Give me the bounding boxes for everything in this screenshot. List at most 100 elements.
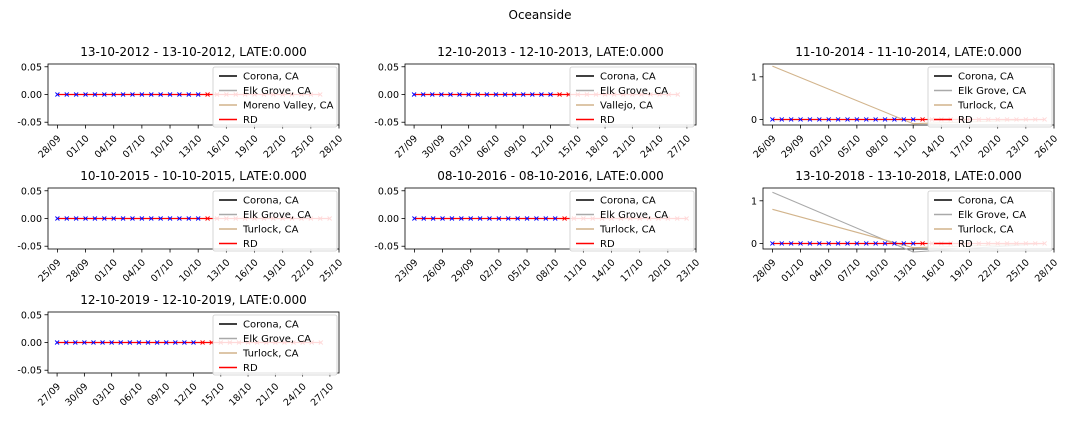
- subplot-5: 08-10-2016 - 08-10-2016, LATE:0.000 0.05 0…: [374, 169, 702, 284]
- data-point: [429, 92, 435, 97]
- y-tick-label: 1: [751, 72, 757, 83]
- x-tick-label: 23/09: [393, 257, 420, 284]
- data-point: [817, 241, 822, 246]
- legend-box: [212, 190, 338, 252]
- data-point: [788, 241, 794, 246]
- data-point: [54, 340, 60, 345]
- x-tick-label: 10/10: [149, 133, 176, 160]
- data-point: [73, 92, 79, 97]
- data-point: [529, 92, 535, 97]
- data-point: [158, 216, 163, 221]
- data-point: [55, 92, 60, 97]
- x-tick-label: 09/10: [145, 381, 172, 408]
- data-point: [484, 92, 490, 97]
- data-point: [520, 92, 526, 97]
- y-tick-label: -0.05: [17, 118, 42, 129]
- data-point: [139, 216, 145, 221]
- data-point: [892, 117, 897, 122]
- figure-title: Oceanside: [509, 8, 572, 22]
- data-point: [502, 92, 508, 97]
- data-point: [863, 117, 869, 122]
- legend-label: Corona, CA: [600, 72, 656, 83]
- legend-label: Corona, CA: [600, 196, 656, 207]
- data-point: [118, 340, 124, 345]
- x-tick-label: 25/10: [318, 257, 345, 284]
- x-tick-label: 05/10: [836, 133, 863, 160]
- x-tick-label: 13/10: [205, 257, 232, 284]
- data-point: [120, 216, 126, 221]
- legend-label: Corona, CA: [243, 196, 299, 207]
- data-point: [557, 92, 562, 97]
- legend-label: Turlock, CA: [957, 101, 1014, 112]
- data-point: [466, 92, 471, 97]
- data-point: [55, 216, 60, 221]
- subplot-title: 13-10-2018 - 13-10-2018, LATE:0.000: [795, 169, 1022, 183]
- subplot-4: 10-10-2015 - 10-10-2015, LATE:0.000 0.05 0…: [17, 169, 345, 284]
- data-point: [487, 216, 492, 221]
- data-point: [145, 340, 151, 345]
- x-tick-label: 21/10: [254, 381, 281, 408]
- x-tick-label: 23/10: [675, 257, 702, 284]
- y-tick-label: 0.05: [378, 62, 399, 73]
- data-point: [102, 92, 107, 97]
- data-point: [177, 216, 182, 221]
- x-tick-label: 15/10: [200, 381, 227, 408]
- data-point: [515, 216, 520, 221]
- x-tick-label: 19/10: [262, 257, 289, 284]
- data-point: [130, 92, 135, 97]
- x-tick-label: 28/09: [65, 257, 92, 284]
- data-point: [882, 117, 888, 122]
- data-point: [788, 117, 794, 122]
- data-point: [920, 241, 925, 246]
- data-point: [167, 92, 173, 97]
- x-tick-label: 20/10: [647, 257, 674, 284]
- subplot-title: 08-10-2016 - 08-10-2016, LATE:0.000: [437, 169, 664, 183]
- data-point: [177, 92, 182, 97]
- data-point: [148, 216, 154, 221]
- data-point: [539, 92, 544, 97]
- data-point: [854, 117, 860, 122]
- data-point: [524, 216, 530, 221]
- x-tick-label: 18/10: [227, 381, 254, 408]
- x-tick-label: 17/10: [948, 133, 975, 160]
- legend-label: RD: [243, 115, 258, 126]
- legend-label: Turlock, CA: [957, 225, 1014, 236]
- legend-label: RD: [600, 115, 615, 126]
- x-tick-label: 01/10: [65, 133, 92, 160]
- x-tick-label: 25/09: [36, 257, 63, 284]
- x-tick-label: 04/10: [808, 257, 835, 284]
- data-point: [496, 216, 502, 221]
- x-tick-label: 14/10: [920, 133, 947, 160]
- data-point: [845, 241, 850, 246]
- data-point: [148, 92, 154, 97]
- data-point: [873, 117, 878, 122]
- legend-label: RD: [243, 239, 258, 250]
- data-point: [182, 340, 187, 345]
- data-point: [863, 241, 869, 246]
- data-point: [92, 92, 98, 97]
- data-point: [72, 340, 78, 345]
- data-point: [92, 216, 98, 221]
- legend-label: Turlock, CA: [242, 225, 299, 236]
- data-point: [770, 117, 775, 122]
- legend-box: [569, 190, 695, 252]
- data-point: [845, 117, 850, 122]
- data-point: [770, 241, 775, 246]
- data-point: [127, 340, 133, 345]
- x-tick-label: 02/10: [808, 133, 835, 160]
- data-point: [475, 92, 481, 97]
- data-point: [63, 340, 69, 345]
- x-tick-label: 24/10: [639, 133, 666, 160]
- legend-label: Elk Grove, CA: [243, 210, 311, 221]
- x-tick-label: 28/09: [751, 257, 778, 284]
- x-tick-label: 04/10: [93, 133, 120, 160]
- data-point: [835, 117, 841, 122]
- x-tick-label: 08/10: [534, 257, 561, 284]
- x-tick-label: 07/10: [836, 257, 863, 284]
- x-tick-label: 06/10: [118, 381, 145, 408]
- subplot-title: 11-10-2014 - 11-10-2014, LATE:0.000: [795, 45, 1022, 59]
- x-tick-label: 24/10: [282, 381, 309, 408]
- data-point: [477, 216, 483, 221]
- data-point: [457, 92, 462, 97]
- data-point: [826, 241, 832, 246]
